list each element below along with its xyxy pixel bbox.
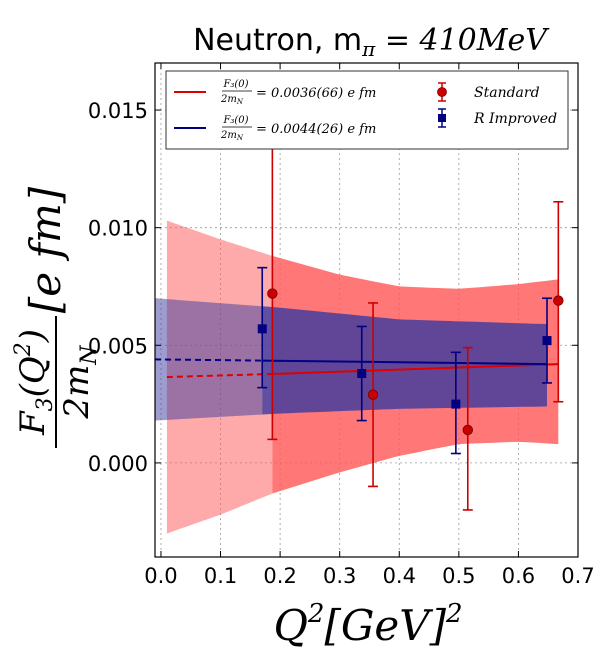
- chart-title: Neutron, mπ = 410MeV: [193, 23, 550, 61]
- x-axis-label: Q2[GeV]2: [273, 599, 462, 650]
- x-axis-label-unit: [GeV]: [324, 601, 446, 650]
- y-axis-label-num: F: [13, 410, 53, 436]
- y-tick-label: 0.005: [88, 334, 148, 358]
- svg-text:2mN: 2mN: [57, 345, 102, 420]
- y-axis-label-unit: [e fm]: [21, 186, 70, 313]
- legend-r-improved-marker: [438, 114, 446, 122]
- fit-lines: [154, 358, 559, 379]
- legend-r-improved-label: R Improved: [473, 111, 557, 127]
- r-improved-point: [257, 324, 267, 334]
- y-axis-label-num-arg-exp: 2: [11, 342, 36, 357]
- x-axis-label-exp: 2: [307, 599, 325, 629]
- legend-entry-fit-r-improved: F₃(0) 2mN = 0.0044(26) e fm: [174, 115, 376, 142]
- y-axis-ticks: 0.000 0.005 0.010 0.015: [88, 99, 578, 476]
- standard-point: [553, 295, 564, 306]
- y-axis-label-num-sub: 3: [33, 397, 58, 411]
- x-tick-label: 0.6: [502, 564, 535, 588]
- legend-standard-marker: [437, 87, 447, 97]
- title-subscript: π: [361, 37, 376, 61]
- legend: F₃(0) 2mN = 0.0036(66) e fm F₃(0) 2mN = …: [165, 70, 569, 150]
- x-tick-label: 0.4: [383, 564, 416, 588]
- x-tick-label: 0.0: [144, 564, 177, 588]
- fit-line-standard-extrapolated: [166, 372, 273, 379]
- standard-point: [462, 424, 473, 436]
- y-tick-label: 0.010: [88, 217, 148, 241]
- fit-bands: [155, 220, 559, 534]
- y-tick-label: 0.000: [88, 452, 148, 476]
- x-tick-label: 0.5: [442, 564, 475, 588]
- svg-text:2mN: 2mN: [220, 94, 244, 106]
- standard-point: [267, 288, 278, 299]
- legend-entry-standard: Standard: [437, 82, 540, 102]
- y-axis-label: F3(Q2) 2mN [e fm]: [11, 186, 102, 448]
- legend-entry-fit-standard: F₃(0) 2mN = 0.0036(66) e fm: [174, 79, 376, 106]
- x-tick-label: 0.1: [204, 564, 237, 588]
- legend-fit1-frac-num: F₃(0): [222, 79, 248, 90]
- legend-fit1-frac-den: 2m: [220, 94, 237, 105]
- legend-standard-label: Standard: [474, 85, 540, 101]
- x-axis-label-unit-exp: 2: [445, 599, 463, 629]
- r-improved-point: [357, 369, 367, 379]
- y-axis-label-den-sub: N: [77, 345, 102, 366]
- legend-fit1-frac-den-sub: N: [236, 98, 244, 106]
- title-value: = 410MeV: [375, 23, 550, 58]
- fit-line-standard: [272, 363, 559, 375]
- r-improved-point: [542, 336, 552, 346]
- x-tick-label: 0.3: [323, 564, 356, 588]
- legend-fit2-label: = 0.0044(26) e fm: [256, 122, 376, 137]
- svg-text:2mN: 2mN: [220, 130, 244, 142]
- svg-text:F3(Q2): F3(Q2): [11, 329, 58, 436]
- standard-point: [367, 389, 379, 400]
- data-points: [257, 146, 564, 511]
- y-axis-label-num-close: ): [13, 329, 53, 343]
- legend-fit2-frac-den-sub: N: [236, 134, 244, 142]
- plot-frame: [154, 62, 579, 558]
- legend-fit2-frac-num: F₃(0): [222, 115, 248, 126]
- fit-line-r-improved: [262, 359, 548, 366]
- legend-entry-r-improved: R Improved: [438, 108, 557, 128]
- fit-band-r-improved: [262, 306, 547, 415]
- y-axis-label-num-arg: (Q: [13, 356, 53, 397]
- fit-line-r-improved-extrapolated: [154, 358, 263, 362]
- x-tick-label: 0.7: [561, 564, 594, 588]
- x-axis-ticks: 0.0 0.1 0.2 0.3 0.4 0.5 0.6 0.7: [144, 63, 595, 588]
- legend-fit2-frac-den: 2m: [220, 130, 237, 141]
- x-tick-label: 0.2: [263, 564, 296, 588]
- y-axis-label-den: 2m: [57, 365, 97, 420]
- y-tick-label: 0.015: [88, 99, 148, 123]
- r-improved-point: [451, 399, 461, 409]
- legend-fit1-label: = 0.0036(66) e fm: [256, 86, 376, 101]
